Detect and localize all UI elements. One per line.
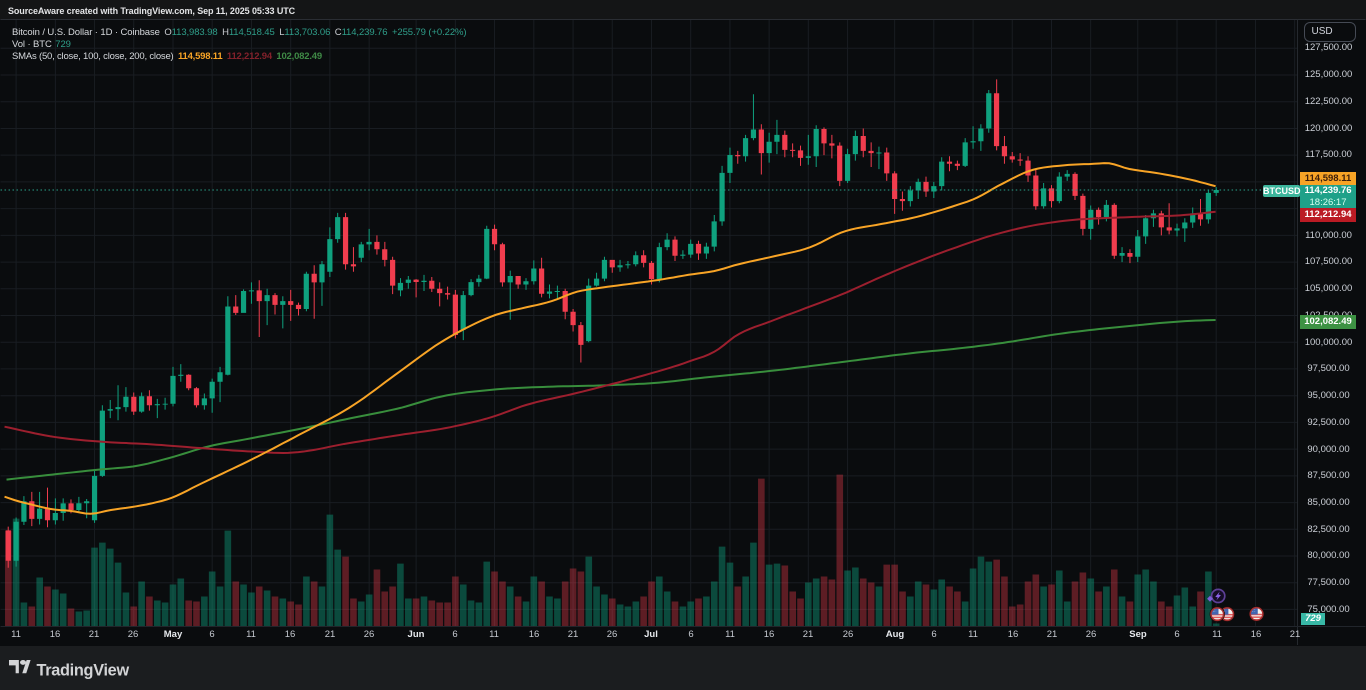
svg-text:TradingView: TradingView — [37, 661, 130, 679]
